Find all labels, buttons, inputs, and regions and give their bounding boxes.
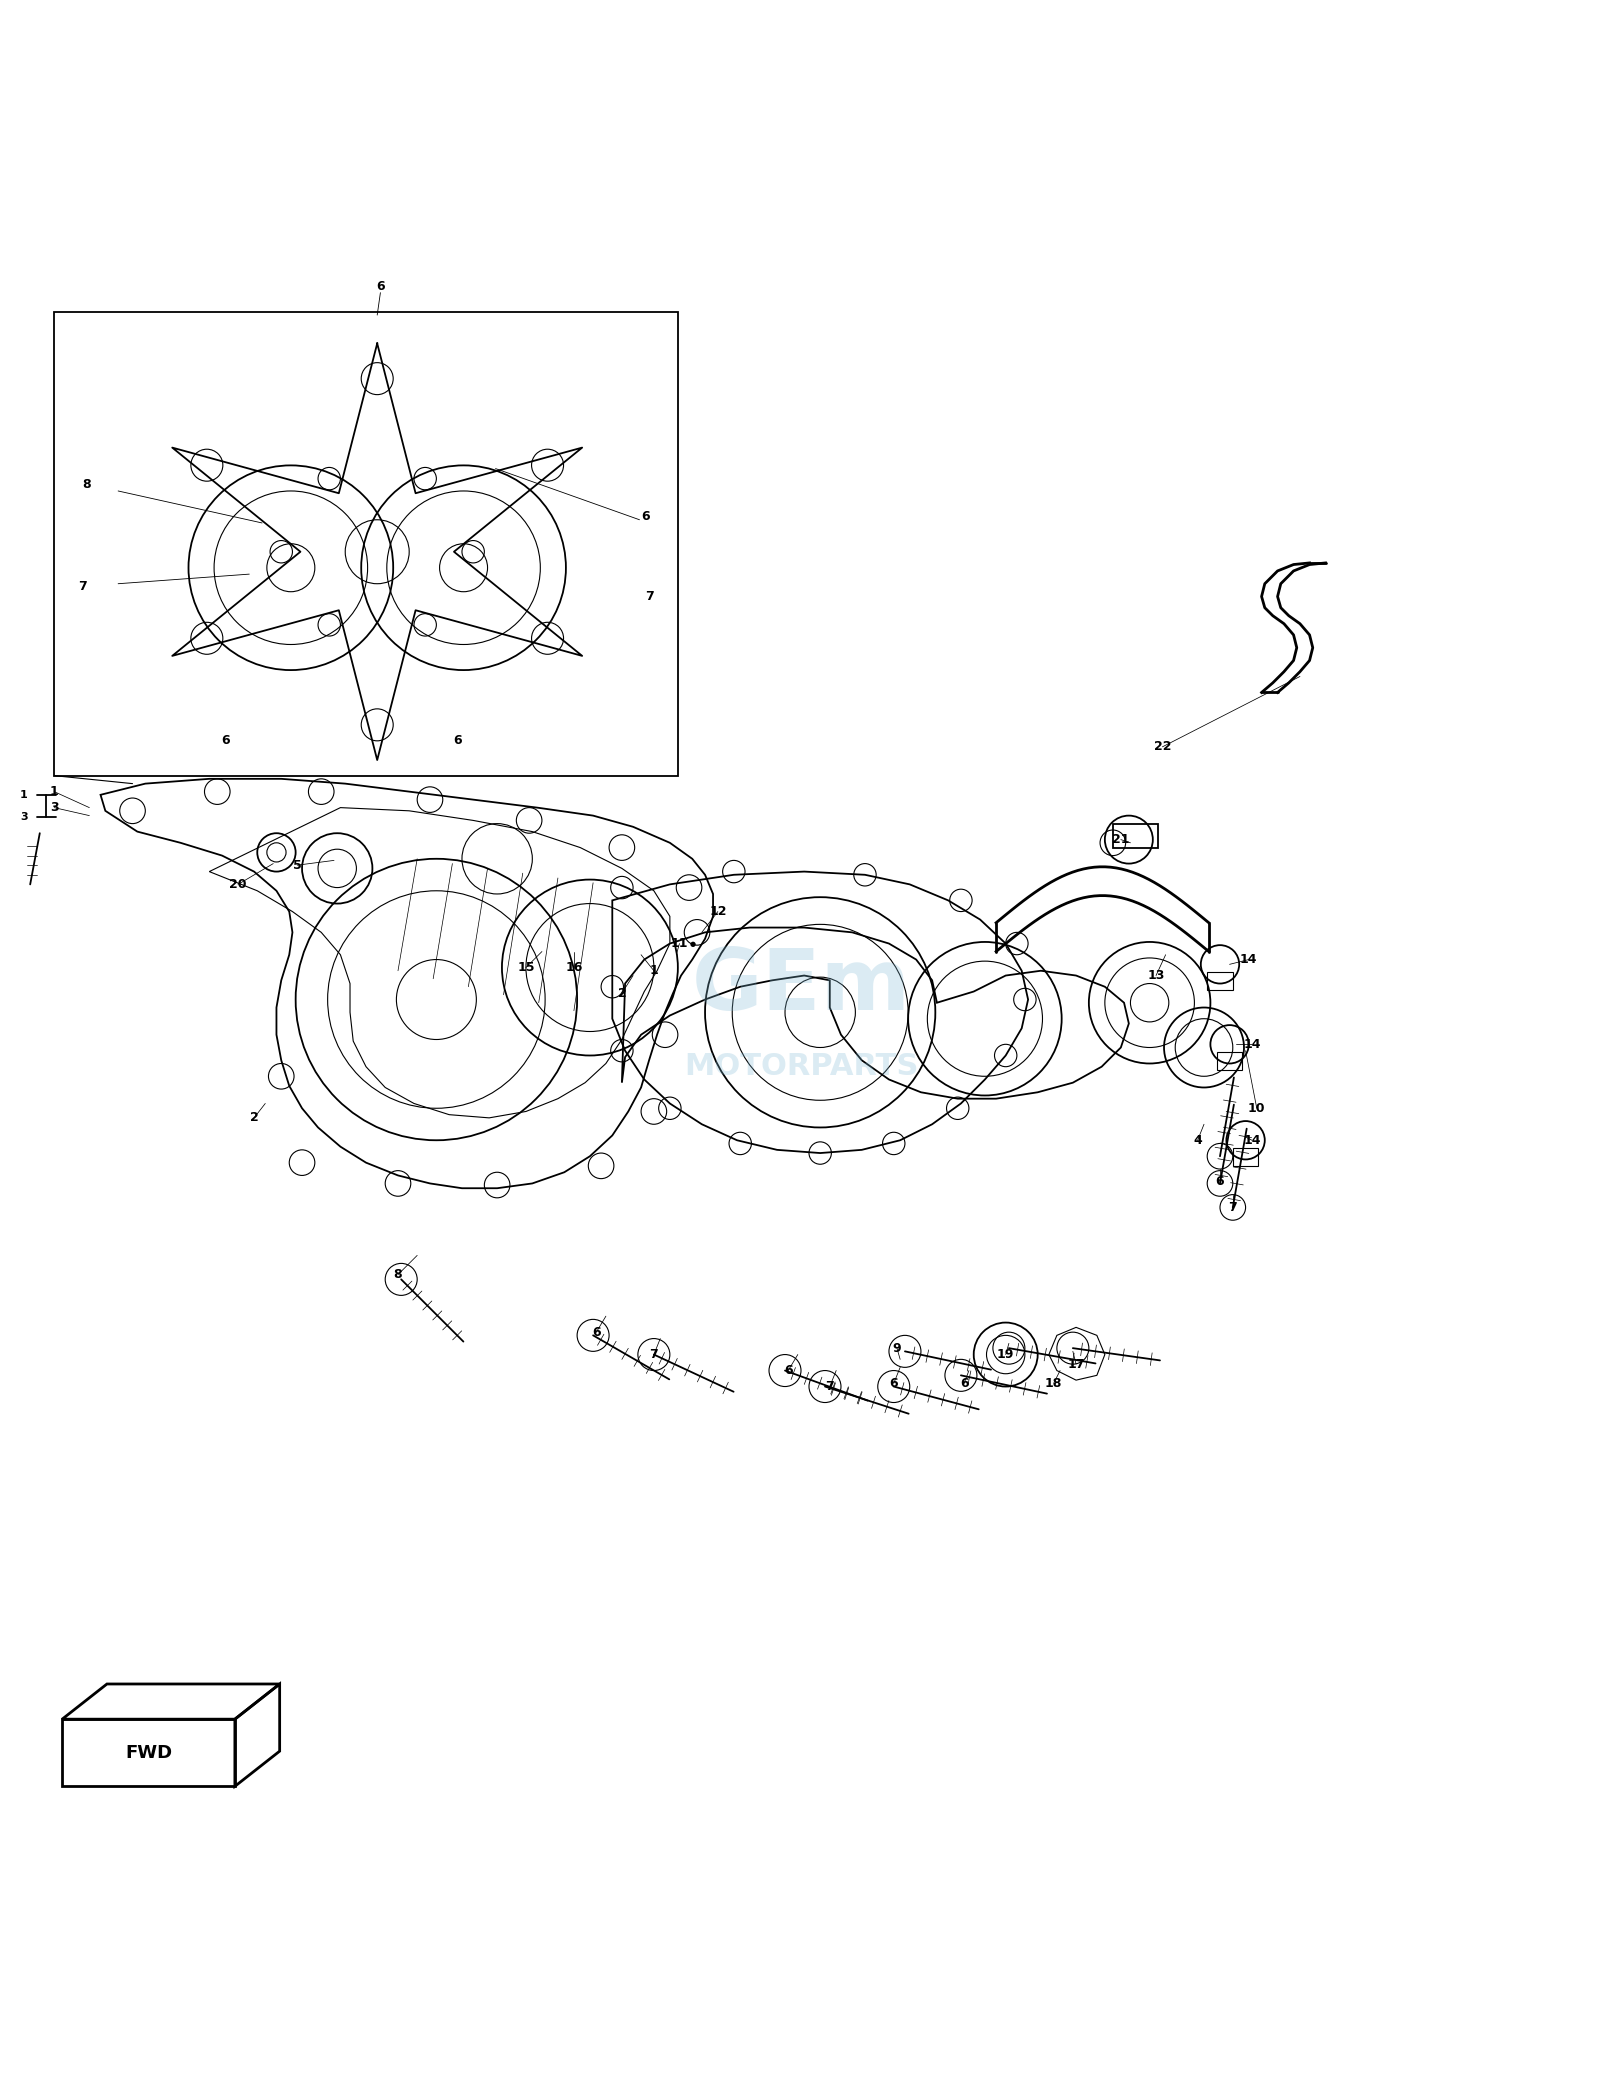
Text: 7: 7 — [649, 1347, 658, 1362]
Text: 9: 9 — [892, 1341, 902, 1355]
Text: 20: 20 — [229, 878, 247, 890]
Text: 18: 18 — [1045, 1376, 1062, 1389]
Text: 3: 3 — [50, 800, 59, 815]
Text: 6: 6 — [453, 733, 461, 748]
Text: 14: 14 — [1243, 1133, 1261, 1146]
Text: 6: 6 — [783, 1364, 793, 1376]
Text: 12: 12 — [710, 905, 727, 918]
Text: 8: 8 — [82, 478, 90, 490]
Text: 8: 8 — [394, 1267, 402, 1280]
Text: FWD: FWD — [125, 1743, 171, 1762]
Text: 3: 3 — [19, 813, 27, 821]
Text: 1: 1 — [19, 790, 27, 800]
Text: 10: 10 — [1248, 1102, 1266, 1115]
Text: 6: 6 — [641, 509, 650, 524]
Text: 14: 14 — [1243, 1037, 1261, 1052]
Bar — [1218, 1052, 1243, 1071]
Bar — [54, 312, 678, 775]
Text: 7: 7 — [825, 1381, 835, 1393]
Text: 15: 15 — [517, 962, 535, 974]
Text: 7: 7 — [1229, 1200, 1237, 1213]
Text: 2: 2 — [617, 987, 626, 999]
Text: MOTORPARTS: MOTORPARTS — [684, 1052, 918, 1081]
Text: 6: 6 — [960, 1376, 969, 1389]
Text: 11: 11 — [671, 936, 689, 949]
Bar — [1234, 1148, 1259, 1165]
Text: 16: 16 — [566, 962, 583, 974]
Text: 6: 6 — [1216, 1175, 1224, 1188]
Text: 6: 6 — [593, 1326, 601, 1339]
Text: 5: 5 — [293, 859, 301, 872]
Bar — [62, 1720, 235, 1787]
Text: 7: 7 — [644, 591, 654, 603]
Text: 21: 21 — [1112, 834, 1129, 846]
Text: ●: ● — [689, 941, 695, 947]
Text: 22: 22 — [1153, 740, 1171, 754]
Text: 1: 1 — [649, 964, 658, 976]
Text: 19: 19 — [996, 1347, 1014, 1362]
Text: 6: 6 — [221, 733, 229, 748]
Text: 7: 7 — [78, 580, 88, 593]
Text: 2: 2 — [250, 1110, 258, 1125]
Text: 13: 13 — [1147, 970, 1165, 983]
Text: 4: 4 — [1193, 1133, 1202, 1146]
Text: 14: 14 — [1240, 953, 1258, 966]
Text: 6: 6 — [376, 281, 384, 293]
Bar — [1113, 823, 1158, 848]
Text: GEm: GEm — [692, 945, 910, 1029]
Text: 1: 1 — [50, 786, 59, 798]
Bar — [1208, 972, 1234, 991]
Text: 6: 6 — [889, 1376, 899, 1389]
Text: 17: 17 — [1067, 1358, 1085, 1370]
